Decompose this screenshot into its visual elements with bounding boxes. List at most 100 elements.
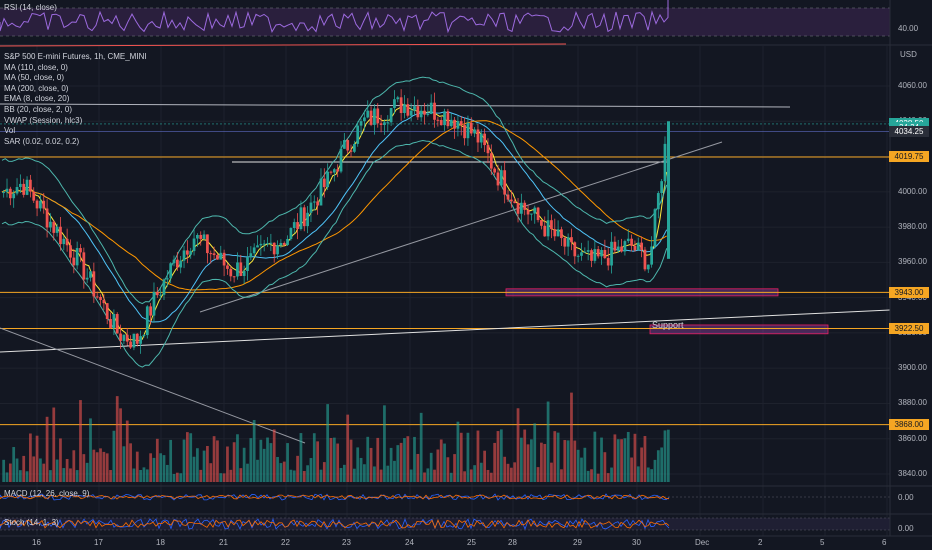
time-axis-label: 29 — [573, 538, 582, 547]
chart-title[interactable]: S&P 500 E-mini Futures, 1h, CME_MINI — [4, 52, 147, 61]
volume-bar — [272, 429, 276, 482]
candle-body — [593, 249, 597, 261]
candle-body — [236, 262, 239, 277]
volume-bar — [252, 419, 256, 482]
legend-ma-200[interactable]: MA (200, close, 0) — [4, 83, 69, 93]
volume-bar — [42, 463, 46, 482]
candle-body — [556, 229, 560, 237]
volume-bar — [543, 443, 547, 482]
volume-bar — [209, 463, 213, 482]
volume-bar — [196, 448, 199, 482]
volume-bar — [393, 460, 396, 482]
volume-bar — [246, 463, 249, 482]
volume-bar — [75, 470, 79, 482]
volume-bar — [576, 449, 580, 482]
volume-bar — [125, 420, 129, 482]
volume-bar — [469, 469, 473, 482]
volume-bar — [423, 472, 426, 482]
candle-body — [186, 250, 189, 255]
candle-body — [526, 209, 530, 215]
volume-bar — [389, 447, 393, 482]
legend-vol[interactable]: Vol — [4, 126, 16, 136]
candle-body — [342, 140, 346, 149]
volume-bar — [563, 440, 567, 482]
volume-bar — [182, 439, 186, 482]
price-axis-tag: 3943.00 — [889, 286, 929, 298]
candle-body — [8, 188, 12, 199]
volume-bar — [165, 464, 169, 482]
volume-bar — [660, 447, 664, 482]
legend-bb[interactable]: BB (20, close, 2, 0) — [4, 104, 73, 114]
volume-bar — [262, 448, 266, 482]
candle-body — [356, 125, 360, 144]
candle-body — [262, 243, 266, 245]
volume-bar — [29, 433, 32, 482]
volume-bar — [476, 430, 480, 482]
volume-bar — [135, 451, 139, 482]
horizontal-levels — [0, 123, 890, 426]
candle-body — [216, 255, 219, 260]
candle-body — [232, 276, 236, 278]
candle-body — [496, 172, 500, 186]
candle-body — [613, 241, 617, 251]
indicator-line — [1, 76, 668, 305]
volume-bar — [666, 429, 670, 482]
volume-bar — [52, 407, 56, 482]
volume-bar — [596, 473, 600, 482]
candle-body — [45, 208, 49, 228]
candle-body — [469, 122, 473, 134]
candle-body — [332, 169, 336, 173]
candle-body — [383, 122, 386, 125]
indicator-line — [1, 120, 667, 291]
candle-body — [429, 102, 433, 114]
volume-bar — [636, 466, 640, 482]
volume-bar — [630, 457, 633, 482]
time-axis-label: 18 — [156, 538, 165, 547]
legend-vwap[interactable]: VWAP (Session, hlc3) — [4, 115, 83, 125]
legend-ma-110[interactable]: MA (110, close, 0) — [4, 62, 68, 72]
volume-bar — [369, 447, 373, 482]
volume-bar — [286, 443, 289, 482]
candle-body — [393, 99, 396, 108]
candle-body — [206, 234, 209, 254]
volume-bar — [606, 473, 610, 482]
legend-ema-8[interactable]: EMA (8, close, 20) — [4, 94, 70, 104]
candle-body — [509, 199, 513, 202]
volume-bar — [186, 432, 189, 482]
price-axis-tick: 3880.00 — [898, 398, 927, 408]
volume-bar — [85, 462, 89, 482]
candle-body — [590, 250, 593, 261]
volume-bar — [62, 468, 66, 482]
volume-bar — [152, 457, 156, 482]
volume-bar — [600, 437, 603, 482]
volume-bar — [453, 454, 456, 482]
candle-body — [199, 234, 203, 239]
candle-body — [162, 279, 166, 295]
candle-body — [479, 133, 483, 143]
candle-body — [35, 200, 39, 209]
candle-body — [172, 259, 176, 264]
stoch-k-line — [0, 518, 670, 531]
candle-body — [503, 170, 507, 195]
candle-body — [89, 271, 92, 278]
candle-body — [326, 171, 330, 188]
candle-body — [409, 110, 413, 116]
candles — [2, 89, 670, 354]
volume-bar — [429, 452, 433, 482]
candle-body — [513, 201, 517, 204]
volume-bar — [633, 433, 637, 482]
legend-sar[interactable]: SAR (0.02, 0.02, 0.2) — [4, 136, 80, 146]
candle-body — [463, 125, 466, 139]
candle-body — [55, 226, 59, 233]
candle-body — [436, 119, 440, 121]
candle-body — [319, 178, 323, 206]
candle-body — [95, 296, 99, 298]
candle-body — [530, 213, 533, 215]
volume-bar — [433, 469, 436, 482]
legend-ma-50[interactable]: MA (50, close, 0) — [4, 73, 65, 83]
volume-bar — [132, 468, 136, 482]
volume-bar — [326, 404, 330, 482]
candle-body — [155, 291, 159, 296]
candle-body — [286, 238, 289, 245]
